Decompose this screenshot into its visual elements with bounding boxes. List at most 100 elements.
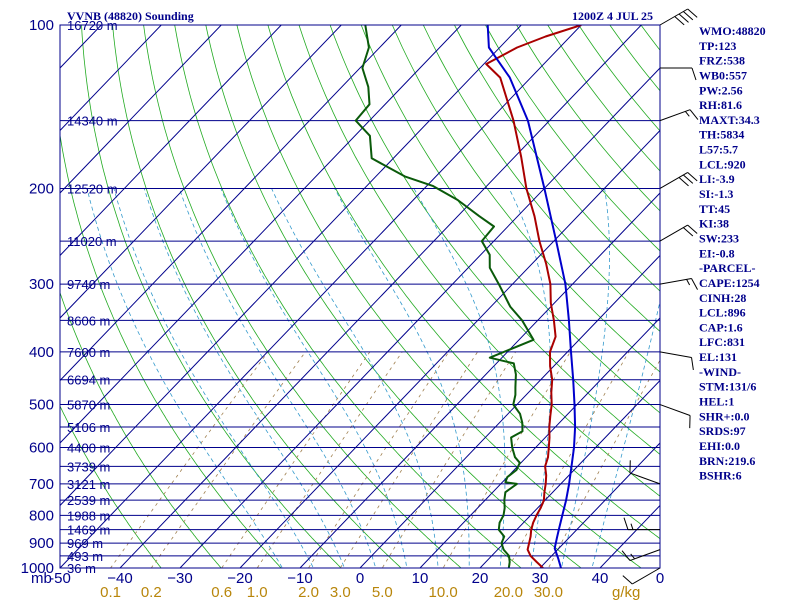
temperature-profile-line	[485, 25, 582, 568]
moist-adiabat	[178, 188, 377, 568]
wind-barb	[659, 278, 698, 290]
sounding-index-item: EI:-0.8	[699, 246, 735, 260]
mixing-ratio-tick-label: 5.0	[372, 584, 393, 600]
wind-barb	[659, 8, 698, 26]
sounding-index-item: TP:123	[699, 39, 736, 53]
moist-adiabat	[334, 188, 470, 568]
isotherm	[479, 379, 660, 568]
mixing-ratio-line	[110, 351, 269, 568]
temperature-tick-label: -50	[49, 570, 71, 587]
moist-adiabat	[591, 299, 660, 568]
height-label: 8606 m	[67, 313, 110, 328]
wind-barb-feather	[691, 357, 694, 371]
sounding-index-item: L57:5.7	[699, 143, 738, 157]
temperature-tick-label: 0	[356, 570, 364, 587]
mixing-ratio-line	[442, 351, 571, 568]
isotherm	[60, 25, 522, 507]
isotherm	[60, 25, 342, 319]
wind-barb-staff	[629, 549, 661, 562]
wind-barb	[659, 172, 698, 189]
pressure-tick-label: 600	[29, 440, 54, 457]
wind-barb-feather	[674, 16, 685, 26]
dry-adiabat	[60, 132, 282, 568]
wind-barb-feather	[691, 67, 697, 81]
sounding-index-item: HEL:1	[699, 395, 734, 409]
pressure-tick-label: 400	[29, 344, 54, 361]
height-label: 3121 m	[67, 477, 110, 492]
isotherm	[419, 317, 660, 568]
dry-adiabat	[422, 25, 660, 332]
sounding-index-item: SHR+:0.0	[699, 409, 750, 423]
mixing-ratio-tick-label: 0.1	[100, 584, 121, 600]
moist-adiabat	[560, 188, 610, 568]
mixing-ratio-line	[547, 359, 660, 568]
temperature-tick-label: −20	[227, 570, 252, 587]
sounding-index-item: -WIND-	[699, 365, 741, 379]
dry-adiabat	[81, 25, 342, 568]
isotherm	[60, 25, 282, 257]
wind-barb-feather	[687, 8, 698, 18]
mixing-ratio-line	[256, 351, 403, 568]
sounding-index-item: TH:5834	[699, 128, 744, 142]
wind-barb-staff	[632, 567, 661, 585]
mixing-ratio-unit-label: g/kg	[612, 584, 640, 600]
temperature-tick-label: 0	[656, 570, 664, 587]
sounding-index-item: KI:38	[699, 217, 729, 231]
sounding-index-item: SW:233	[699, 231, 739, 245]
sounding-indices-panel: WMO:48820TP:123FRZ:538WB0:557PW:2.56RH:8…	[699, 24, 766, 483]
pressure-tick-label: 300	[29, 276, 54, 293]
height-label: 9740 m	[67, 277, 110, 292]
sounding-index-item: SRDS:97	[699, 424, 746, 438]
height-label: 5106 m	[67, 420, 110, 435]
isotherm	[239, 129, 660, 568]
sounding-index-item: MAXT:34.3	[699, 113, 760, 127]
sounding-index-item: STM:131/6	[699, 380, 756, 394]
isotherm	[60, 25, 402, 382]
wind-barb-feather	[689, 109, 699, 120]
mixing-ratio-tick-label: 3.0	[330, 584, 351, 600]
isotherm	[60, 25, 162, 132]
moist-adiabat	[220, 188, 408, 568]
wind-barb-feather	[683, 174, 694, 184]
wind-barb-feather	[622, 575, 633, 585]
temperature-tick-label: −30	[167, 570, 192, 587]
wind-barbs	[621, 8, 699, 585]
dry-adiabat	[205, 25, 582, 568]
height-label: 14340 m	[67, 114, 118, 129]
mixing-ratio-tick-label: 0.6	[211, 584, 232, 600]
sounding-index-item: -PARCEL-	[699, 261, 755, 275]
sounding-index-item: LFC:831	[699, 335, 745, 349]
valid-time: 1200Z 4 JUL 25	[572, 9, 653, 23]
wind-barb	[622, 567, 661, 585]
wind-barb	[659, 109, 699, 122]
height-label: 3739 m	[67, 459, 110, 474]
sounding-index-item: RH:81.6	[699, 98, 742, 112]
sounding-index-item: SI:-1.3	[699, 187, 733, 201]
wind-barb-staff	[659, 109, 691, 122]
isotherm	[0, 0, 65, 590]
height-label: 16720 m	[67, 18, 118, 33]
wind-barb-feather	[691, 278, 698, 290]
wind-barb-feather	[621, 550, 631, 561]
mixing-ratio-line	[308, 351, 450, 568]
wind-barb-half-feather	[630, 523, 634, 530]
pressure-tick-label: 700	[29, 476, 54, 493]
pressure-tick-label: 100	[29, 17, 54, 34]
wind-barb-staff	[659, 278, 692, 285]
profile-lines	[354, 25, 582, 568]
height-label: 969 m	[67, 536, 103, 551]
dry-adiabat	[174, 25, 522, 568]
dry-adiabat	[298, 25, 660, 497]
sounding-index-item: CAP:1.6	[699, 320, 743, 334]
dry-adiabat	[329, 25, 660, 455]
wind-barb	[660, 67, 697, 81]
dry-adiabat	[453, 25, 660, 292]
height-label: 7600 m	[67, 345, 110, 360]
isotherm	[60, 25, 582, 568]
chart-title: VVNB (48820) Sounding	[67, 9, 194, 23]
wind-barb-staff	[659, 8, 688, 26]
wind-barb-staff	[659, 351, 692, 358]
wind-barb-feather	[678, 13, 689, 23]
moist-adiabat	[413, 188, 506, 568]
